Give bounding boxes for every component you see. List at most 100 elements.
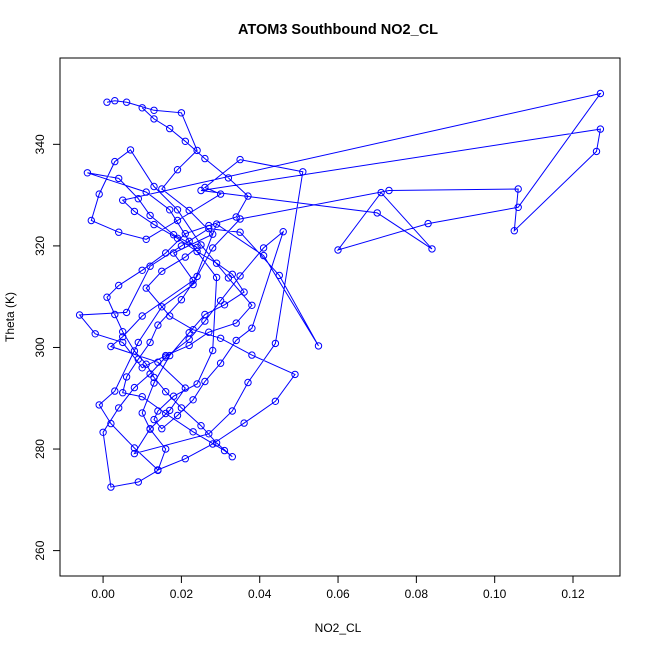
data-point	[216, 334, 225, 342]
data-point	[130, 347, 139, 355]
data-point	[166, 206, 174, 214]
data-point	[212, 259, 221, 267]
data-point	[154, 321, 162, 329]
data-point	[373, 209, 381, 217]
data-point	[228, 453, 237, 461]
series-layer	[75, 89, 605, 491]
data-point	[162, 445, 170, 453]
data-point	[119, 389, 127, 397]
x-tick-label: 0.02	[170, 587, 194, 601]
data-point	[424, 219, 432, 228]
data-point	[197, 422, 205, 430]
data-point	[107, 483, 115, 491]
data-point	[181, 230, 190, 238]
data-point	[279, 228, 287, 236]
data-point	[248, 324, 256, 332]
data-point	[248, 351, 256, 359]
data-point	[236, 155, 244, 164]
data-point	[162, 249, 170, 257]
data-point	[232, 319, 240, 327]
data-point	[162, 388, 170, 396]
data-point	[209, 346, 217, 355]
chart-title: ATOM3 Southbound NO2_CL	[238, 22, 438, 38]
data-point	[154, 407, 162, 415]
data-point	[119, 196, 127, 204]
data-point	[275, 271, 283, 280]
data-point	[158, 267, 166, 275]
data-point	[181, 384, 190, 392]
data-point	[185, 329, 193, 337]
x-tick-label: 0.12	[561, 587, 585, 601]
data-point	[173, 411, 182, 420]
data-point	[271, 397, 280, 405]
data-point	[107, 419, 115, 428]
data-point	[173, 206, 182, 214]
data-point	[220, 301, 229, 309]
data-point	[244, 378, 252, 387]
data-point	[169, 392, 178, 400]
data-point	[385, 186, 393, 195]
data-point	[169, 249, 178, 257]
data-point	[240, 288, 248, 296]
data-point	[115, 281, 123, 290]
data-point	[510, 227, 518, 235]
data-point	[111, 310, 119, 319]
data-point	[138, 104, 146, 112]
data-point	[193, 272, 201, 281]
data-point	[185, 237, 193, 246]
data-point	[259, 244, 268, 252]
y-axis: 260 280 300 320 340	[33, 134, 61, 561]
data-point	[209, 244, 217, 252]
data-point	[154, 466, 162, 475]
data-point	[134, 195, 143, 203]
data-point	[91, 330, 99, 338]
data-point	[83, 169, 92, 177]
data-point	[201, 377, 209, 386]
data-point	[138, 409, 146, 417]
data-point	[181, 253, 190, 261]
data-point	[162, 353, 170, 361]
data-point	[236, 272, 244, 280]
data-point	[130, 444, 139, 452]
data-point	[201, 154, 209, 163]
data-point	[150, 115, 158, 123]
data-point	[181, 137, 190, 146]
x-tick-label: 0.00	[91, 587, 115, 601]
data-point	[173, 166, 182, 174]
data-point	[173, 234, 182, 243]
data-point	[115, 228, 123, 236]
data-point	[596, 125, 605, 133]
data-point	[259, 251, 268, 260]
data-point	[224, 174, 233, 182]
data-point	[428, 245, 436, 253]
data-point	[134, 478, 143, 486]
data-point	[146, 425, 154, 433]
data-point	[177, 296, 186, 304]
data-point	[291, 370, 299, 379]
data-point	[158, 303, 166, 311]
data-point	[244, 192, 252, 200]
x-tick-label: 0.10	[483, 587, 507, 601]
data-point	[87, 216, 96, 225]
data-point	[150, 379, 158, 387]
data-point	[177, 109, 186, 117]
data-point	[216, 297, 225, 305]
data-point	[236, 215, 244, 223]
data-point	[209, 230, 217, 238]
data-point	[95, 401, 103, 409]
data-point	[119, 333, 127, 341]
y-tick-label: 280	[33, 439, 47, 459]
data-point	[150, 106, 158, 115]
data-point	[216, 359, 225, 367]
data-point	[220, 446, 229, 455]
x-axis-label: NO2_CL	[315, 621, 362, 635]
data-point	[150, 220, 158, 229]
data-point	[150, 373, 158, 382]
data-point	[212, 273, 221, 282]
data-point	[158, 185, 166, 193]
x-tick-label: 0.08	[405, 587, 429, 601]
data-point	[122, 373, 131, 381]
